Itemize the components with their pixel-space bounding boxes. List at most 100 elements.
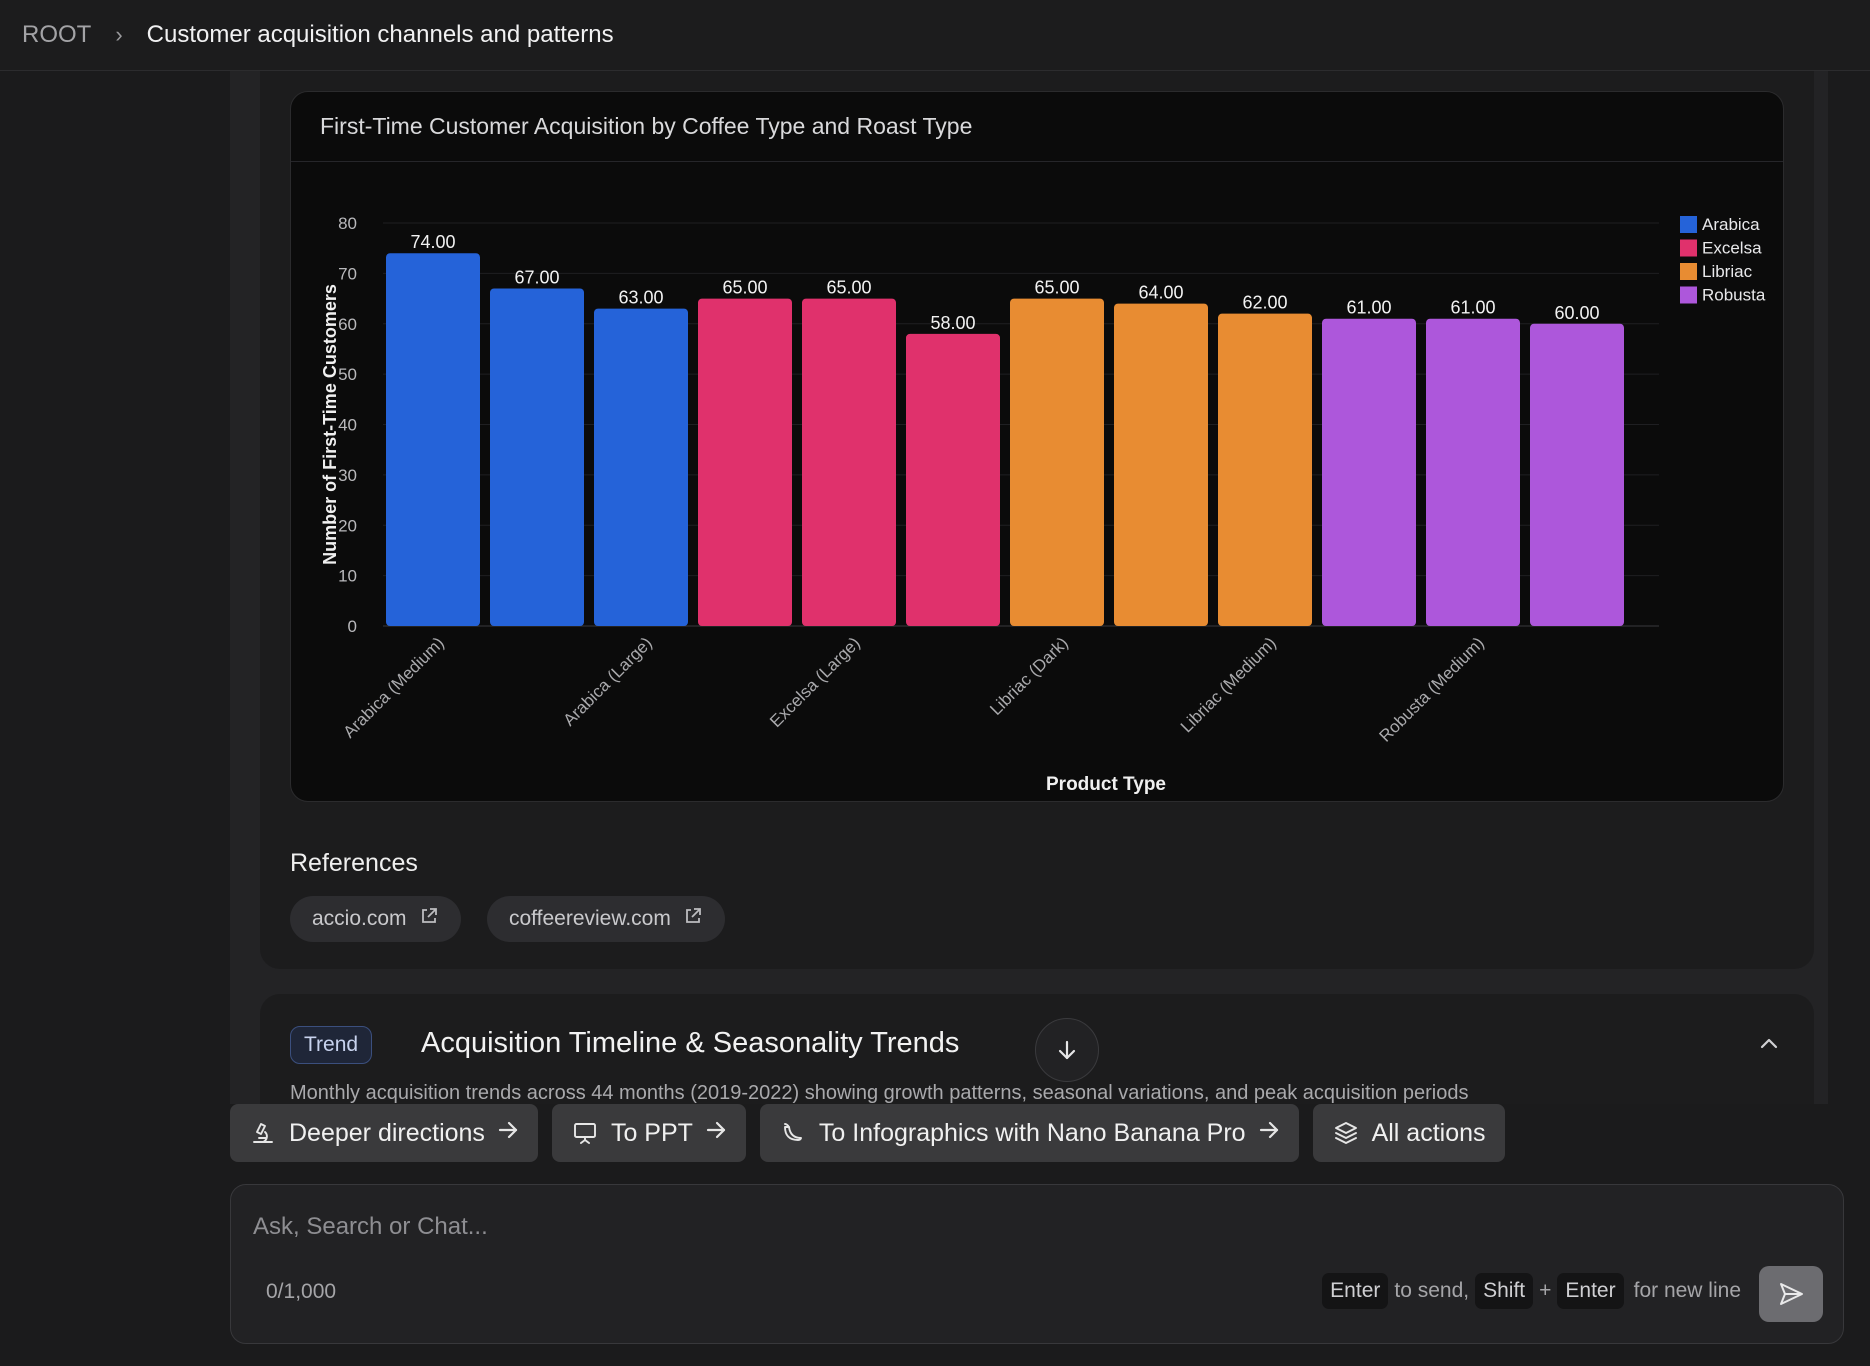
legend-label: Libriac	[1702, 262, 1753, 281]
bar-chart: 0 10 20 30 40 50 60 70 80 Number of First-Time Cu…	[320, 214, 1766, 795]
references-title: References	[290, 849, 418, 877]
bar-value-label: 60.00	[1554, 303, 1599, 323]
x-tick-label: Libriac (Dark)	[986, 633, 1072, 719]
bar-value-label: 64.00	[1138, 283, 1183, 303]
chat-input[interactable]	[253, 1207, 1813, 1247]
y-axis-label: Number of First-Time Customers	[320, 284, 340, 565]
reference-label: accio.com	[312, 907, 407, 930]
x-tick-label: Arabica (Large)	[560, 633, 656, 729]
character-counter: 0/1,000	[266, 1280, 337, 1303]
scroll-down-button[interactable]	[1035, 1018, 1099, 1082]
banana-icon	[779, 1119, 807, 1147]
external-link-icon	[419, 906, 439, 932]
collapse-section-button[interactable]	[1754, 1029, 1784, 1059]
to-infographics-button[interactable]: To Infographics with Nano Banana Pro	[759, 1104, 1299, 1162]
reference-label: coffeereview.com	[509, 907, 671, 930]
bar-value-label: 65.00	[1034, 278, 1079, 298]
all-actions-button[interactable]: All actions	[1312, 1104, 1505, 1162]
y-tick-label: 80	[338, 214, 357, 233]
arrow-right-icon	[705, 1119, 727, 1148]
shift-key-hint: Shift	[1475, 1273, 1534, 1309]
hint-text: for new line	[1633, 1279, 1741, 1302]
chevron-up-icon	[1760, 1038, 1778, 1049]
legend-swatch-arabica	[1680, 216, 1697, 233]
trend-section-title: Acquisition Timeline & Seasonality Trend…	[421, 1027, 960, 1059]
arrow-down-icon	[1058, 1040, 1076, 1060]
legend-label: Excelsa	[1702, 239, 1762, 258]
keyboard-hints: Enter to send, Shift + Enter for new lin…	[1322, 1273, 1741, 1309]
trend-badge: Trend	[290, 1026, 373, 1064]
y-tick-label: 0	[348, 617, 357, 636]
y-tick-label: 50	[338, 365, 357, 384]
report-scroll-area[interactable]: First-Time Customer Acquisition by Coffe…	[230, 71, 1828, 1104]
trend-section-card: Trend Acquisition Timeline & Seasonality…	[260, 994, 1814, 1104]
action-bar: Deeper directions To PPT To Infographics…	[230, 1104, 1505, 1162]
trend-section-description: Monthly acquisition trends across 44 mon…	[290, 1082, 1469, 1104]
bar-libriac	[1218, 313, 1312, 626]
bar-robusta	[1426, 318, 1520, 626]
legend-label: Arabica	[1702, 215, 1760, 234]
bar-value-label: 74.00	[410, 232, 455, 252]
bar-value-label: 65.00	[722, 278, 767, 298]
y-tick-label: 70	[338, 264, 357, 283]
x-tick-label: Excelsa (Large)	[766, 633, 864, 731]
bar-arabica	[386, 253, 480, 626]
y-tick-label: 10	[338, 567, 357, 586]
bar-arabica	[594, 308, 688, 626]
enter-key-hint: Enter	[1557, 1273, 1624, 1309]
send-icon	[1780, 1283, 1803, 1305]
x-tick-label: Arabica (Medium)	[340, 633, 448, 741]
arrow-right-icon	[497, 1119, 519, 1148]
bar-libriac	[1114, 303, 1208, 626]
chart-card: First-Time Customer Acquisition by Coffe…	[290, 91, 1784, 802]
layers-icon	[1332, 1119, 1360, 1147]
y-tick-label: 20	[338, 516, 357, 535]
breadcrumb-root-link[interactable]: ROOT	[22, 21, 92, 48]
arrow-right-icon	[1258, 1119, 1280, 1148]
enter-key-hint: Enter	[1322, 1273, 1389, 1309]
bar-libriac	[1010, 298, 1104, 626]
legend-swatch-excelsa	[1680, 239, 1697, 257]
page-title: Customer acquisition channels and patter…	[146, 21, 614, 48]
bar-excelsa	[906, 333, 1000, 626]
y-tick-label: 30	[338, 466, 357, 485]
bar-excelsa	[698, 298, 792, 626]
legend-swatch-libriac	[1680, 263, 1697, 280]
hint-text: to send,	[1394, 1279, 1470, 1302]
bar-robusta	[1322, 318, 1416, 626]
action-label: All actions	[1371, 1118, 1486, 1147]
chart-card-title: First-Time Customer Acquisition by Coffe…	[291, 92, 1783, 162]
bar-arabica	[490, 288, 584, 626]
bar-value-label: 67.00	[514, 267, 559, 287]
send-button[interactable]	[1759, 1266, 1823, 1322]
y-tick-label: 40	[338, 416, 357, 435]
to-ppt-button[interactable]: To PPT	[551, 1104, 746, 1162]
bar-value-label: 65.00	[826, 278, 871, 298]
bar-robusta	[1530, 323, 1624, 626]
chat-composer: 0/1,000 Enter to send, Shift + Enter for…	[230, 1184, 1844, 1344]
y-tick-label: 60	[338, 315, 357, 334]
breadcrumb: ROOT › Customer acquisition channels and…	[0, 0, 1870, 71]
external-link-icon	[683, 906, 703, 932]
bar-value-label: 63.00	[618, 288, 663, 308]
x-tick-label: Robusta (Medium)	[1376, 633, 1488, 745]
reference-link-accio[interactable]: accio.com	[290, 896, 461, 942]
legend-label: Robusta	[1702, 286, 1766, 305]
bar-value-label: 61.00	[1346, 298, 1391, 318]
bar-value-label: 61.00	[1450, 298, 1495, 318]
x-tick-label: Libriac (Medium)	[1177, 633, 1280, 736]
action-label: Deeper directions	[289, 1118, 485, 1147]
deeper-directions-button[interactable]: Deeper directions	[230, 1104, 538, 1162]
reference-link-coffeereview[interactable]: coffeereview.com	[487, 896, 725, 942]
bar-excelsa	[802, 298, 896, 626]
presentation-icon	[571, 1119, 599, 1147]
chevron-right-icon: ›	[115, 22, 123, 47]
x-axis-label: Product Type	[1046, 774, 1166, 795]
legend-swatch-robusta	[1680, 286, 1697, 304]
bar-value-label: 58.00	[930, 313, 975, 333]
bar-value-label: 62.00	[1242, 293, 1287, 313]
action-label: To PPT	[610, 1118, 693, 1147]
hint-plus: +	[1539, 1279, 1552, 1302]
chart-section-card: First-Time Customer Acquisition by Coffe…	[260, 71, 1814, 969]
action-label: To Infographics with Nano Banana Pro	[818, 1118, 1246, 1147]
